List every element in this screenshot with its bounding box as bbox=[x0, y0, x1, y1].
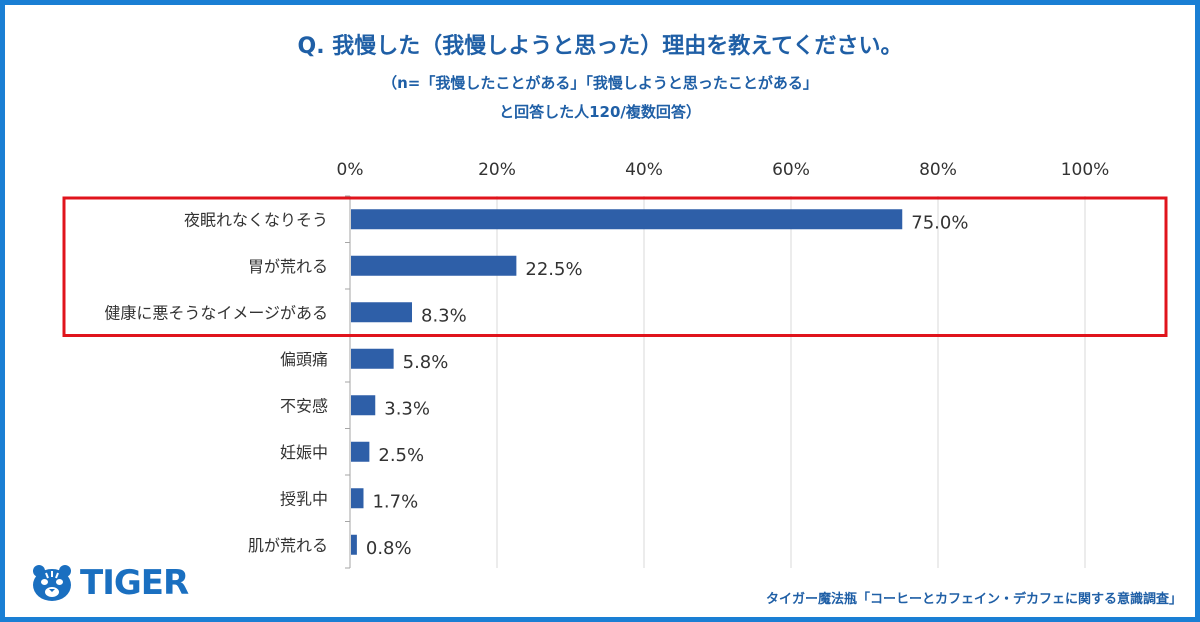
x-tick-label: 100% bbox=[1061, 160, 1110, 180]
category-label: 不安感 bbox=[280, 396, 328, 415]
value-label: 0.8% bbox=[366, 538, 412, 559]
bar bbox=[351, 441, 370, 462]
x-tick-label: 20% bbox=[478, 160, 516, 180]
bar bbox=[351, 209, 903, 230]
category-label: 健康に悪そうなイメージがある bbox=[104, 303, 328, 322]
category-label: 肌が荒れる bbox=[248, 536, 328, 555]
tiger-logo: TIGER bbox=[30, 562, 189, 604]
x-tick-label: 0% bbox=[337, 160, 364, 180]
x-tick-label: 60% bbox=[772, 160, 810, 180]
tiger-head-icon bbox=[33, 565, 71, 601]
logo-text: TIGER bbox=[80, 563, 189, 603]
value-label: 2.5% bbox=[378, 445, 424, 466]
bar bbox=[351, 488, 364, 509]
x-tick-label: 40% bbox=[625, 160, 663, 180]
category-label: 偏頭痛 bbox=[280, 350, 328, 369]
value-label: 75.0% bbox=[911, 212, 968, 233]
category-label: 胃が荒れる bbox=[248, 257, 328, 276]
chart-subtitle-line2: と回答した人120/複数回答） bbox=[499, 103, 701, 121]
bar bbox=[351, 348, 394, 369]
bar bbox=[351, 534, 357, 555]
category-label: 夜眠れなくなりそう bbox=[184, 210, 328, 229]
bar bbox=[351, 395, 376, 416]
source-caption: タイガー魔法瓶「コーヒーとカフェイン・デカフェに関する意識調査」 bbox=[765, 592, 1182, 607]
category-label: 妊娠中 bbox=[280, 443, 328, 462]
x-tick-label: 80% bbox=[919, 160, 957, 180]
value-label: 8.3% bbox=[421, 305, 467, 326]
chart-subtitle-line1: （n=「我慢したことがある」「我慢しようと思ったことがある」 bbox=[382, 74, 818, 92]
highlight-box bbox=[62, 196, 1168, 337]
bar bbox=[351, 302, 413, 323]
value-label: 5.8% bbox=[403, 352, 449, 373]
value-label: 22.5% bbox=[525, 259, 582, 280]
chart-title: Q. 我慢した（我慢しようと思った）理由を教えてください。 bbox=[297, 34, 903, 59]
value-label: 1.7% bbox=[372, 491, 418, 512]
category-label: 授乳中 bbox=[280, 489, 328, 508]
value-label: 3.3% bbox=[384, 398, 430, 419]
bar bbox=[351, 255, 517, 276]
